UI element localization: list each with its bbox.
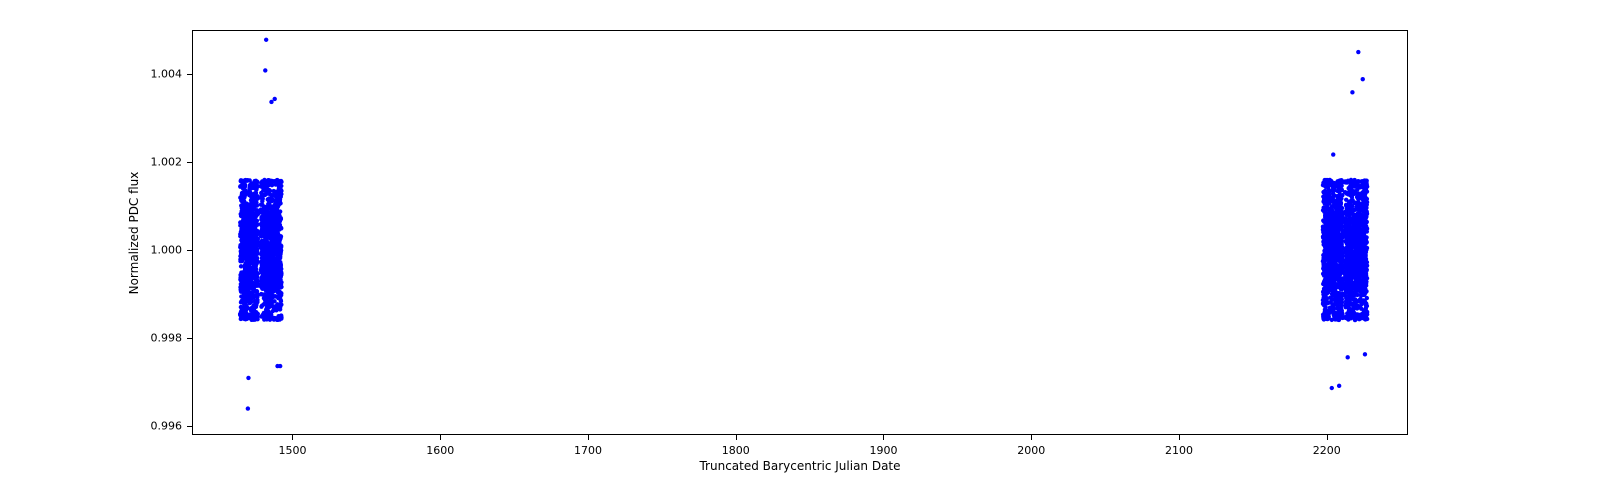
x-tick-label: 1500: [278, 444, 306, 457]
x-tick: [1327, 435, 1328, 440]
y-tick-label: 1.000: [151, 244, 189, 257]
x-tick: [588, 435, 589, 440]
x-tick-label: 1600: [426, 444, 454, 457]
y-axis-label: Normalized PDC flux: [127, 171, 141, 294]
x-tick: [292, 435, 293, 440]
x-axis-label: Truncated Barycentric Julian Date: [699, 459, 900, 473]
x-tick: [736, 435, 737, 440]
scatter-plot: [193, 31, 1407, 434]
x-tick: [1031, 435, 1032, 440]
y-tick-label: 1.004: [151, 68, 189, 81]
x-tick-label: 2000: [1017, 444, 1045, 457]
y-tick-label: 0.996: [151, 420, 189, 433]
x-tick-label: 2100: [1165, 444, 1193, 457]
x-tick-label: 2200: [1313, 444, 1341, 457]
x-tick-label: 1900: [869, 444, 897, 457]
x-tick: [1179, 435, 1180, 440]
figure: 1500 1600 1700 1800 1900 2000 2100 2200 0.996 0.9…: [0, 0, 1600, 500]
x-tick: [440, 435, 441, 440]
y-tick-label: 1.002: [151, 156, 189, 169]
x-tick-label: 1800: [722, 444, 750, 457]
y-tick-label: 0.998: [151, 332, 189, 345]
x-tick-label: 1700: [574, 444, 602, 457]
plot-axes: [192, 30, 1408, 435]
x-tick: [883, 435, 884, 440]
